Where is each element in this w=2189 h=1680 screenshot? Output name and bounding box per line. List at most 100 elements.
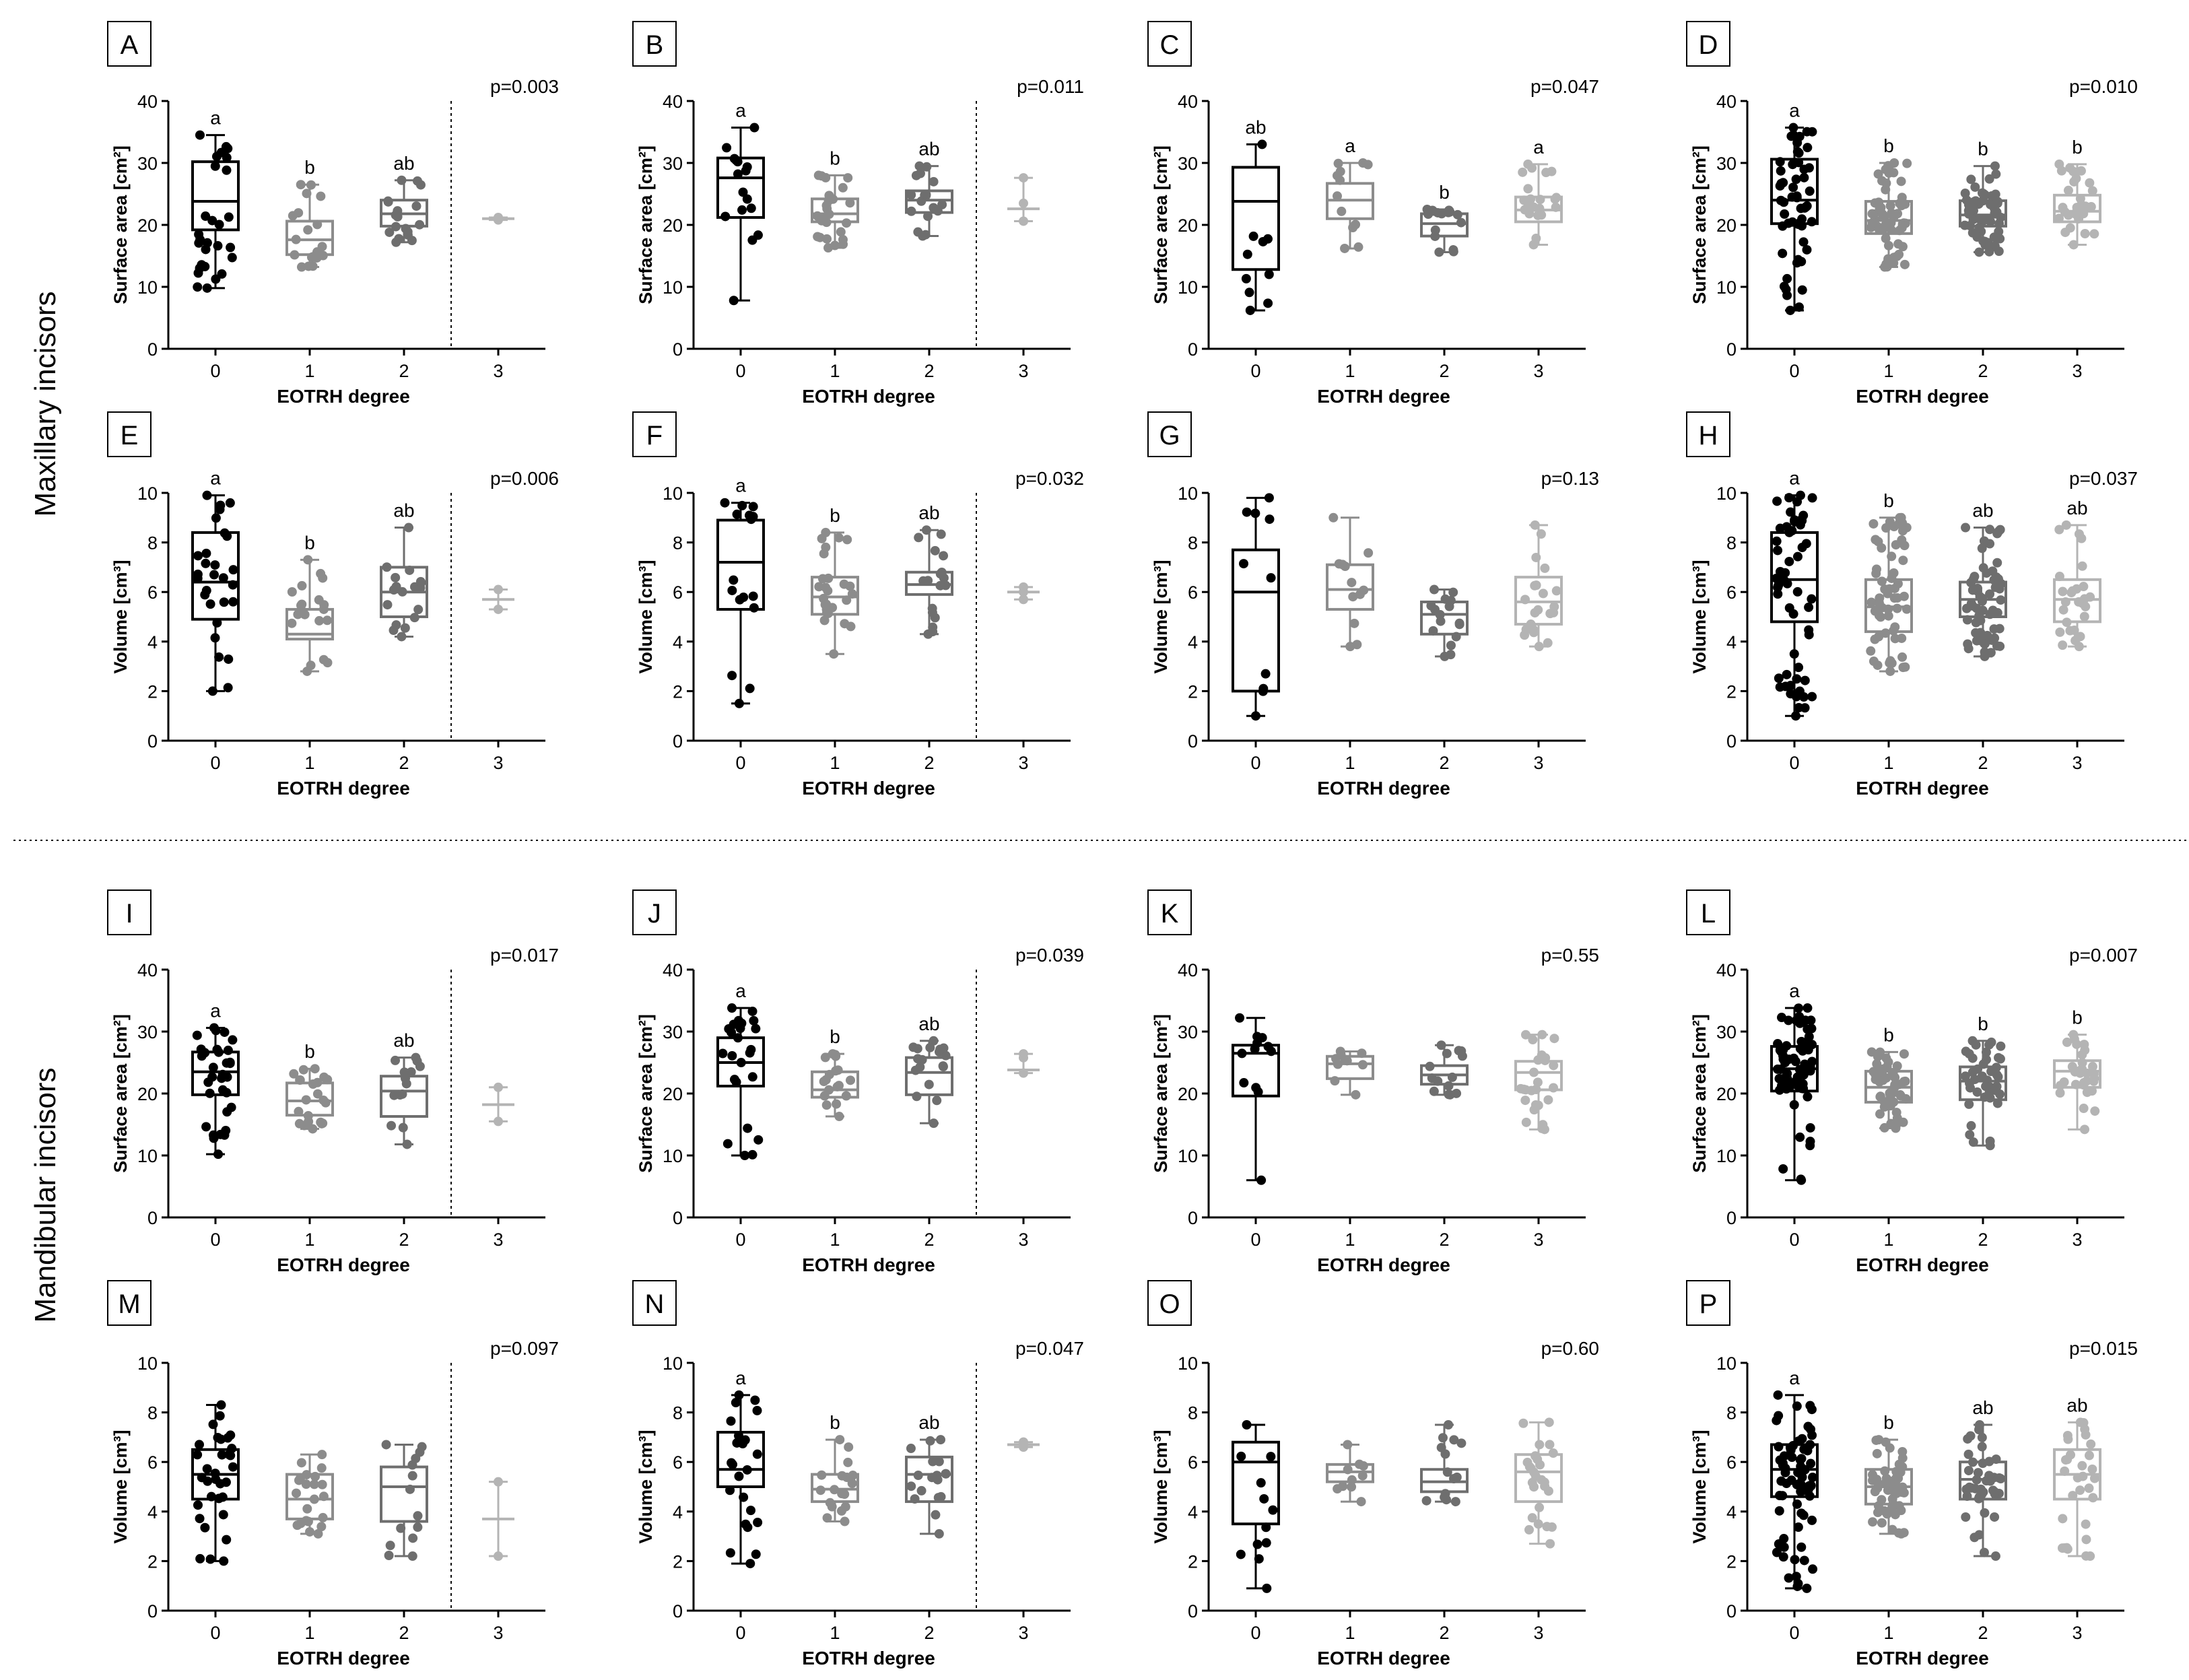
- data-point: [1540, 563, 1550, 573]
- data-point: [195, 263, 205, 273]
- y-tick-label: 6: [1188, 582, 1198, 603]
- data-point: [1798, 1046, 1808, 1056]
- panel-letter: E: [121, 421, 139, 450]
- data-point: [1520, 1085, 1530, 1095]
- data-point: [939, 551, 949, 561]
- data-point: [1545, 1539, 1555, 1549]
- data-point: [295, 1075, 305, 1085]
- data-point: [413, 605, 424, 615]
- data-point: [1330, 1076, 1340, 1086]
- data-point: [746, 203, 756, 213]
- data-point: [494, 212, 503, 222]
- x-tick-label: 1: [304, 1230, 314, 1250]
- data-point: [1335, 175, 1345, 185]
- significance-letter: a: [1789, 468, 1800, 489]
- data-point: [1899, 1049, 1909, 1059]
- data-point: [941, 1469, 951, 1479]
- data-point: [1885, 666, 1895, 676]
- data-point: [308, 1124, 318, 1134]
- data-point: [193, 573, 203, 583]
- data-point: [1353, 242, 1363, 252]
- data-point: [2062, 1037, 2072, 1047]
- data-point: [1893, 239, 1904, 249]
- data-point: [1875, 1091, 1885, 1102]
- data-point: [312, 1089, 323, 1099]
- box-degree-3: 3: [482, 212, 514, 381]
- data-point: [1782, 273, 1792, 283]
- data-point: [1547, 166, 1557, 176]
- data-point: [1899, 591, 1909, 601]
- y-tick-label: 30: [663, 154, 683, 174]
- data-point: [729, 1075, 739, 1085]
- data-point: [1990, 209, 2000, 219]
- data-point: [1994, 1052, 2004, 1063]
- data-point: [1253, 1087, 1263, 1097]
- data-point: [913, 1054, 923, 1064]
- data-point: [1264, 269, 1274, 279]
- data-point: [2054, 572, 2064, 582]
- y-tick-label: 0: [1188, 339, 1198, 360]
- data-point: [1535, 1440, 1545, 1450]
- data-point: [1778, 1491, 1788, 1501]
- data-point: [1520, 595, 1530, 605]
- data-point: [1777, 1081, 1787, 1091]
- data-point: [1966, 1120, 1976, 1131]
- data-point: [317, 242, 327, 252]
- data-point: [1978, 1487, 1988, 1497]
- significance-letter: a: [210, 1000, 221, 1021]
- y-tick-label: 10: [1716, 1146, 1737, 1166]
- data-point: [1444, 1081, 1454, 1091]
- data-point: [323, 615, 333, 626]
- data-point: [1779, 197, 1789, 207]
- data-point: [1967, 228, 1978, 238]
- data-point: [1988, 566, 1998, 576]
- x-tick-label: 3: [2072, 361, 2082, 381]
- data-point: [1897, 526, 1908, 536]
- data-point: [321, 1098, 331, 1108]
- data-point: [1543, 1095, 1553, 1105]
- data-point: [1867, 218, 1877, 228]
- data-point: [830, 1485, 840, 1495]
- x-tick-label: 3: [1533, 753, 1543, 773]
- data-point: [2061, 520, 2071, 530]
- significance-letter: b: [1439, 182, 1450, 203]
- data-point: [736, 1058, 746, 1068]
- data-point: [1351, 220, 1361, 230]
- data-point: [812, 211, 822, 221]
- data-point: [738, 1439, 748, 1449]
- y-tick-label: 6: [147, 582, 158, 603]
- y-tick-label: 0: [1726, 339, 1737, 360]
- data-point: [403, 230, 413, 240]
- data-point: [494, 1082, 503, 1092]
- data-point: [936, 1491, 946, 1502]
- data-point: [1259, 1493, 1269, 1504]
- data-point: [930, 545, 940, 556]
- x-tick-label: 0: [210, 753, 220, 773]
- data-point: [751, 1549, 761, 1559]
- data-point: [910, 1494, 920, 1504]
- x-tick-label: 2: [1978, 1623, 1988, 1643]
- data-point: [1989, 232, 1999, 242]
- x-axis-label: EOTRH degree: [1317, 778, 1450, 799]
- p-value: p=0.007: [2069, 945, 2138, 966]
- data-point: [225, 498, 235, 508]
- data-point: [1969, 572, 1980, 582]
- x-tick-label: 0: [735, 361, 745, 381]
- data-point: [2067, 1062, 2077, 1072]
- data-point: [226, 242, 236, 253]
- data-point: [835, 1435, 845, 1445]
- data-point: [840, 1502, 850, 1512]
- data-point: [1518, 1418, 1528, 1428]
- y-tick-label: 0: [147, 1601, 158, 1621]
- data-point: [1978, 563, 1988, 573]
- data-point: [2087, 1086, 2097, 1096]
- data-point: [1778, 1164, 1788, 1174]
- box-degree-0: 0a: [716, 1368, 765, 1643]
- data-point: [1875, 593, 1885, 603]
- data-point: [1888, 1499, 1898, 1509]
- data-point: [1787, 1452, 1797, 1463]
- data-point: [1984, 246, 1994, 257]
- box-degree-0: 0: [191, 1400, 240, 1643]
- data-point: [1534, 642, 1544, 652]
